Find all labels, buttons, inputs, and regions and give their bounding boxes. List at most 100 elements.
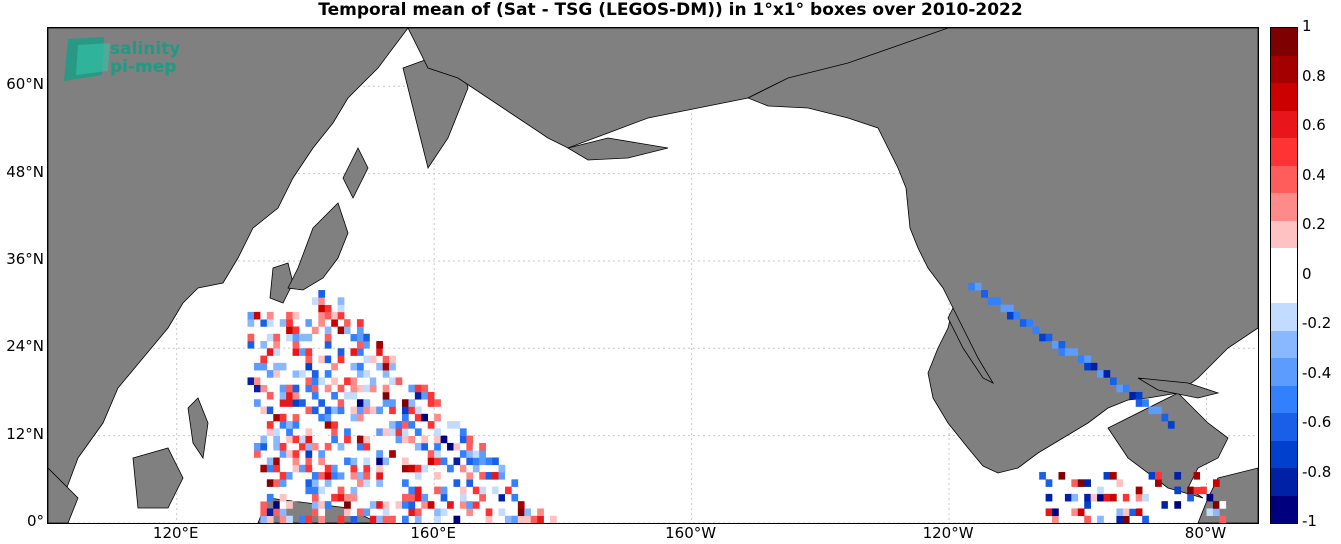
cell-563 xyxy=(1135,486,1143,495)
cell-421 xyxy=(247,341,255,349)
cell-409 xyxy=(382,355,390,364)
cell-490 xyxy=(1006,311,1014,320)
cell-329 xyxy=(401,399,409,407)
cell-255 xyxy=(286,428,293,436)
cell-162 xyxy=(401,464,409,473)
cell-117 xyxy=(350,479,358,487)
cell-315 xyxy=(408,406,416,415)
cell-336 xyxy=(292,391,300,400)
cell-72 xyxy=(266,493,274,502)
cell-199 xyxy=(305,450,313,458)
cell-543 xyxy=(1174,501,1182,509)
cell-283 xyxy=(408,421,416,429)
cell-309 xyxy=(356,406,364,415)
cell-454 xyxy=(266,319,274,327)
cell-565 xyxy=(1187,486,1194,495)
cell-151 xyxy=(273,464,281,473)
cell-136 xyxy=(337,472,345,480)
cell-104 xyxy=(459,486,467,495)
cell-364 xyxy=(421,384,429,393)
cell-23 xyxy=(524,515,532,523)
cell-168 xyxy=(466,464,474,473)
cell-3 xyxy=(286,515,293,523)
cell-129 xyxy=(279,472,287,480)
cell-374 xyxy=(356,377,364,385)
cell-251 xyxy=(466,435,474,444)
cell-109 xyxy=(504,486,512,495)
cell-17 xyxy=(479,515,486,523)
cell-294 xyxy=(356,413,364,422)
colorbar-segment-0 xyxy=(1271,28,1297,56)
cell-5 xyxy=(305,515,313,523)
cell-299 xyxy=(260,406,268,415)
land-japan xyxy=(287,202,349,291)
cell-531 xyxy=(1071,508,1079,517)
cell-319 xyxy=(286,399,293,407)
cell-225 xyxy=(421,442,429,451)
cell-171 xyxy=(266,457,274,466)
cell-553 xyxy=(1103,493,1111,502)
cell-549 xyxy=(1071,493,1079,502)
cell-470 xyxy=(318,311,326,320)
cell-462 xyxy=(350,319,358,327)
cell-197 xyxy=(286,450,293,458)
cell-16 xyxy=(453,515,461,523)
cell-226 xyxy=(434,442,441,451)
cell-555 xyxy=(1122,493,1130,502)
cell-328 xyxy=(389,399,396,407)
cell-472 xyxy=(331,311,338,320)
cell-20 xyxy=(504,515,512,523)
cell-481 xyxy=(318,290,326,298)
cell-182 xyxy=(376,457,383,466)
cell-2 xyxy=(279,515,287,523)
cell-118 xyxy=(356,479,364,487)
cell-352 xyxy=(305,384,313,393)
cell-131 xyxy=(292,472,300,480)
cell-150 xyxy=(266,464,274,473)
cell-491 xyxy=(1013,311,1021,320)
cell-195 xyxy=(253,450,261,458)
colorbar-segment-15 xyxy=(1271,440,1297,469)
cell-489 xyxy=(1006,304,1014,313)
cell-163 xyxy=(408,464,416,473)
cell-433 xyxy=(286,333,293,342)
cell-98 xyxy=(350,486,358,495)
cell-279 xyxy=(356,421,364,429)
cell-576 xyxy=(1039,472,1046,480)
colorbar-segment-16 xyxy=(1271,468,1297,496)
land-japan-north xyxy=(342,147,369,199)
cell-218 xyxy=(311,442,319,451)
cell-438 xyxy=(350,333,358,342)
cell-145 xyxy=(485,472,493,480)
cell-96 xyxy=(318,486,326,495)
cell-326 xyxy=(363,399,371,407)
cell-521 xyxy=(1167,421,1175,429)
cell-200 xyxy=(318,450,326,458)
cell-40 xyxy=(427,508,435,517)
cell-29 xyxy=(273,508,281,517)
cell-149 xyxy=(260,464,268,473)
cell-95 xyxy=(311,486,319,495)
colorbar-label-6: -0.2 xyxy=(1302,314,1332,332)
cell-144 xyxy=(479,472,486,480)
cell-115 xyxy=(311,479,319,487)
colorbar-label-5: 0 xyxy=(1302,264,1312,283)
cell-49 xyxy=(260,501,268,509)
cell-37 xyxy=(382,508,390,517)
cell-70 xyxy=(517,501,525,509)
cell-103 xyxy=(453,486,461,495)
cell-568 xyxy=(1045,479,1053,487)
cell-353 xyxy=(311,384,319,393)
cell-450 xyxy=(350,326,358,335)
land-alaska-peninsula xyxy=(566,137,669,161)
logo-text-salinity: salinity xyxy=(110,39,181,59)
cell-420 xyxy=(382,348,390,356)
cell-397 xyxy=(376,362,383,371)
cell-342 xyxy=(382,391,390,400)
cell-473 xyxy=(337,311,345,320)
cell-571 xyxy=(1084,479,1091,487)
cell-302 xyxy=(292,406,300,415)
cell-562 xyxy=(1097,486,1104,495)
cell-146 xyxy=(492,472,499,480)
cell-54 xyxy=(318,501,326,509)
